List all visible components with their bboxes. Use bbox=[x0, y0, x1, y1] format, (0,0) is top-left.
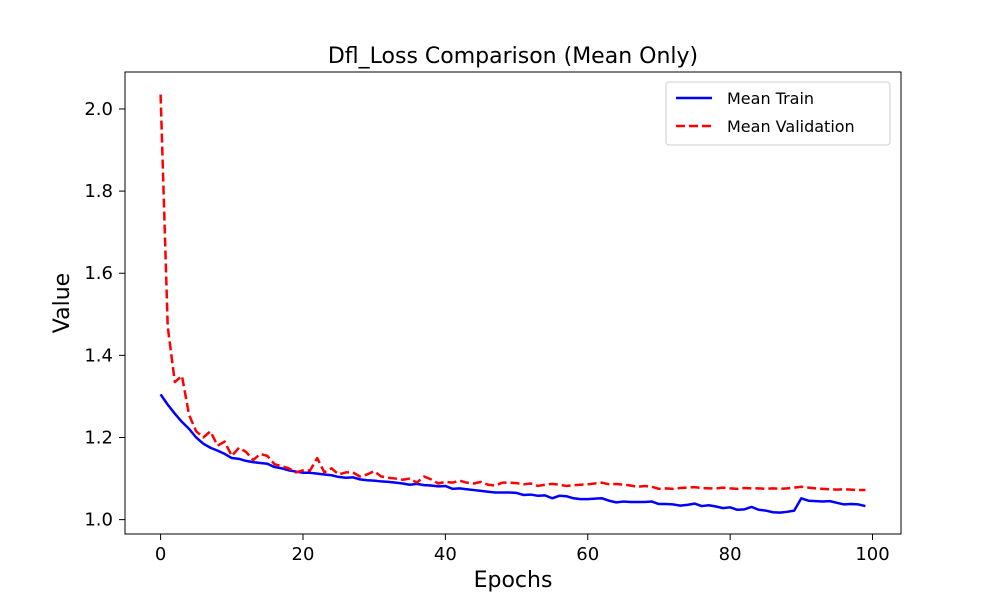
legend-label-mean-validation: Mean Validation bbox=[727, 117, 855, 136]
series-line-mean-train bbox=[159, 393, 866, 514]
legend-label-mean-train: Mean Train bbox=[727, 89, 814, 108]
y-tick-label: 1.8 bbox=[84, 181, 113, 202]
plot-area-frame bbox=[124, 71, 902, 535]
y-tick-label: 1.4 bbox=[84, 345, 113, 366]
y-axis-ticks: 1.0 1.2 1.4 1.6 1.8 2.0 bbox=[84, 99, 125, 531]
legend: Mean Train Mean Validation bbox=[665, 81, 891, 146]
legend-box bbox=[665, 81, 891, 146]
x-tick-label: 40 bbox=[434, 544, 457, 565]
chart-title: Dfl_Loss Comparison (Mean Only) bbox=[328, 44, 698, 69]
x-tick-label: 20 bbox=[292, 544, 315, 565]
x-tick-label: 0 bbox=[155, 544, 166, 565]
y-tick-label: 1.0 bbox=[84, 510, 113, 531]
series-line-mean-validation bbox=[159, 94, 866, 492]
y-tick-label: 2.0 bbox=[84, 99, 113, 120]
y-tick-label: 1.6 bbox=[84, 263, 113, 284]
x-tick-label: 60 bbox=[576, 544, 599, 565]
x-axis-ticks: 0 20 40 60 80 100 bbox=[155, 534, 890, 565]
y-axis-label: Value bbox=[50, 273, 75, 333]
series-layer bbox=[159, 94, 866, 514]
x-tick-label: 100 bbox=[855, 544, 889, 565]
x-tick-label: 80 bbox=[719, 544, 742, 565]
x-axis-label: Epochs bbox=[474, 568, 553, 593]
y-tick-label: 1.2 bbox=[84, 427, 113, 448]
